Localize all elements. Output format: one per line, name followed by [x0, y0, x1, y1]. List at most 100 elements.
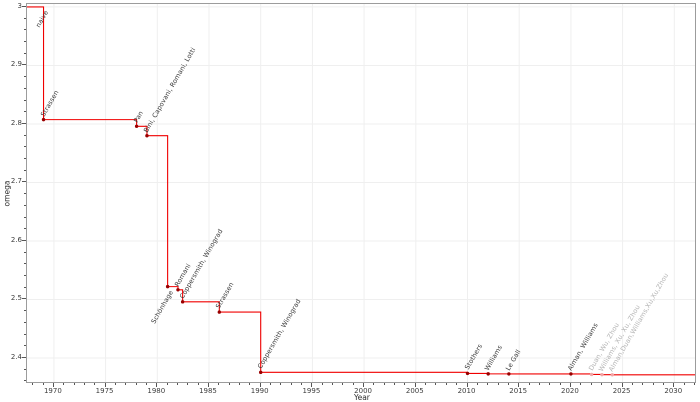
x-minor-tick — [83, 383, 85, 385]
x-minor-tick — [652, 383, 654, 385]
x-minor-tick — [435, 383, 437, 385]
x-minor-tick — [611, 383, 613, 385]
x-tick-label: 1975 — [95, 387, 114, 395]
y-minor-tick — [23, 333, 26, 335]
x-minor-tick — [507, 383, 509, 385]
x-minor-tick — [94, 383, 96, 385]
y-minor-tick — [23, 251, 26, 253]
y-tick-label: 2.5 — [10, 294, 22, 303]
y-minor-tick — [23, 380, 26, 382]
y-minor-tick — [23, 286, 26, 288]
x-minor-tick — [125, 383, 127, 385]
y-minor-tick — [23, 228, 26, 230]
x-minor-tick — [580, 383, 582, 385]
x-minor-tick — [270, 383, 272, 385]
x-major-tick — [104, 383, 106, 387]
y-minor-tick — [23, 17, 26, 19]
y-tick-label: 2.8 — [10, 118, 22, 127]
y-minor-tick — [23, 134, 26, 136]
x-minor-tick — [497, 383, 499, 385]
x-minor-tick — [280, 383, 282, 385]
x-major-tick — [52, 383, 54, 387]
y-minor-tick — [23, 263, 26, 265]
x-major-tick — [363, 383, 365, 387]
x-minor-tick — [352, 383, 354, 385]
x-tick-label: 2030 — [664, 387, 683, 395]
y-minor-tick — [23, 204, 26, 206]
x-minor-tick — [631, 383, 633, 385]
x-minor-tick — [445, 383, 447, 385]
y-minor-tick — [23, 29, 26, 31]
x-minor-tick — [301, 383, 303, 385]
y-minor-tick — [23, 99, 26, 101]
x-minor-tick — [528, 383, 530, 385]
x-minor-tick — [394, 383, 396, 385]
x-minor-tick — [218, 383, 220, 385]
x-minor-tick — [476, 383, 478, 385]
x-major-tick — [466, 383, 468, 387]
y-major-tick — [22, 239, 26, 241]
y-minor-tick — [23, 76, 26, 78]
x-minor-tick — [373, 383, 375, 385]
x-major-tick — [259, 383, 261, 387]
y-major-tick — [22, 298, 26, 300]
y-minor-tick — [23, 345, 26, 347]
x-major-tick — [518, 383, 520, 387]
y-minor-tick — [23, 169, 26, 171]
y-minor-tick — [23, 52, 26, 54]
x-tick-label: 1985 — [199, 387, 217, 395]
x-minor-tick — [114, 383, 116, 385]
x-minor-tick — [332, 383, 334, 385]
y-axis-label: omega — [2, 180, 12, 207]
x-minor-tick — [404, 383, 406, 385]
x-minor-tick — [694, 383, 695, 385]
y-major-tick — [22, 122, 26, 124]
x-tick-label: 1995 — [302, 387, 321, 395]
y-major-tick — [22, 5, 26, 7]
x-minor-tick — [383, 383, 385, 385]
x-major-tick — [156, 383, 158, 387]
y-minor-tick — [23, 368, 26, 370]
y-minor-tick — [23, 146, 26, 148]
y-minor-tick — [23, 193, 26, 195]
x-minor-tick — [187, 383, 189, 385]
x-minor-tick — [600, 383, 602, 385]
x-minor-tick — [42, 383, 44, 385]
y-minor-tick — [23, 310, 26, 312]
x-minor-tick — [642, 383, 644, 385]
x-tick-label: 1970 — [43, 387, 62, 395]
x-minor-tick — [487, 383, 489, 385]
plot-area: naive Strassen Pan Bini, Capovani, Romani, … — [26, 3, 696, 383]
x-minor-tick — [249, 383, 251, 385]
y-minor-tick — [23, 41, 26, 43]
y-minor-tick — [23, 158, 26, 160]
x-tick-label: 2025 — [612, 387, 631, 395]
x-minor-tick — [559, 383, 561, 385]
y-minor-tick — [23, 275, 26, 277]
x-minor-tick — [135, 383, 137, 385]
y-major-tick — [22, 357, 26, 358]
y-tick-label: 2.7 — [10, 177, 22, 186]
y-tick-label: 2.6 — [10, 235, 22, 244]
x-minor-tick — [549, 383, 551, 385]
x-minor-tick — [228, 383, 230, 385]
x-major-tick — [311, 383, 313, 387]
x-tick-label: 1990 — [250, 387, 269, 395]
x-minor-tick — [32, 383, 34, 385]
y-tick-label: 2.9 — [10, 60, 22, 69]
y-tick-label: 2.4 — [10, 353, 22, 361]
x-major-tick — [569, 383, 571, 387]
x-minor-tick — [342, 383, 344, 385]
x-tick-label: 2005 — [405, 387, 424, 395]
x-minor-tick — [290, 383, 292, 385]
x-minor-tick — [683, 383, 685, 385]
y-minor-tick — [23, 216, 26, 218]
x-major-tick — [621, 383, 623, 387]
step-line-chart — [27, 4, 695, 382]
y-minor-tick — [23, 87, 26, 89]
y-tick-label: 3 — [17, 1, 22, 10]
x-minor-tick — [73, 383, 75, 385]
y-major-tick — [22, 64, 26, 66]
x-minor-tick — [239, 383, 240, 385]
